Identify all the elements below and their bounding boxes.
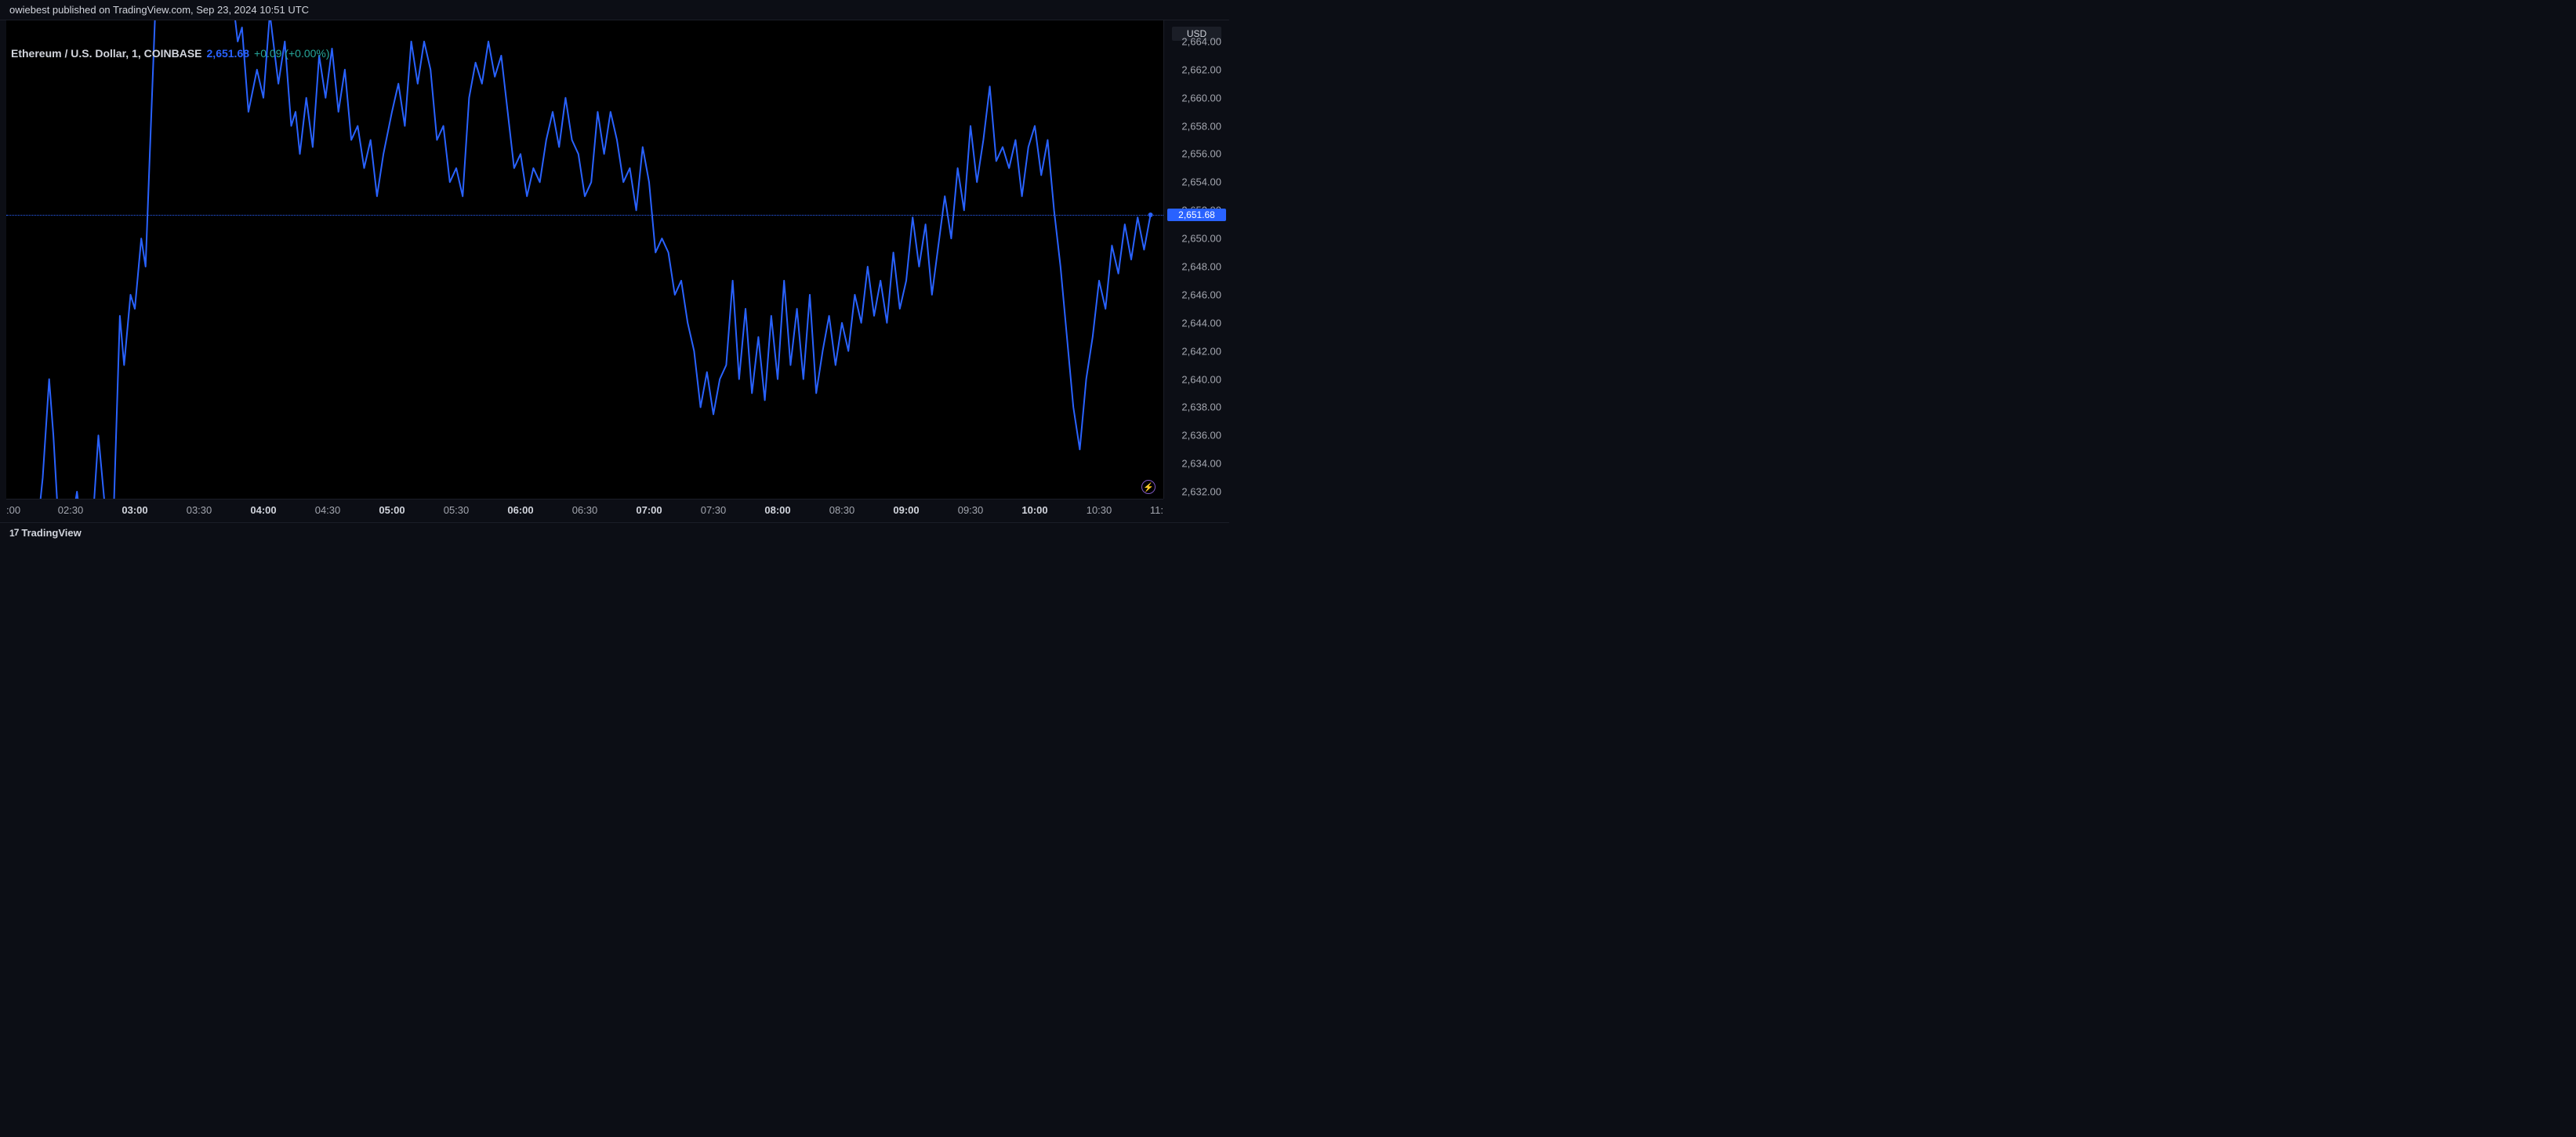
x-tick-label: 07:30 bbox=[701, 504, 727, 516]
x-tick-label: 08:00 bbox=[764, 504, 790, 516]
y-tick-label: 2,658.00 bbox=[1181, 120, 1221, 132]
x-tick-label: 08:30 bbox=[829, 504, 855, 516]
x-tick-label: 03:30 bbox=[187, 504, 212, 516]
x-tick-label: 04:00 bbox=[250, 504, 276, 516]
y-tick-label: 2,632.00 bbox=[1181, 486, 1221, 498]
chart-root: owiebest published on TradingView.com, S… bbox=[0, 0, 1229, 543]
y-tick-label: 2,634.00 bbox=[1181, 458, 1221, 470]
attribution-bar: owiebest published on TradingView.com, S… bbox=[0, 0, 1229, 20]
y-tick-label: 2,654.00 bbox=[1181, 176, 1221, 188]
tradingview-logo-icon: 17 bbox=[9, 528, 18, 539]
flash-icon[interactable]: ⚡ bbox=[1141, 480, 1156, 494]
legend-price: 2,651.68 bbox=[207, 47, 250, 60]
x-tick-label: 09:30 bbox=[958, 504, 984, 516]
x-tick-label: 06:30 bbox=[572, 504, 598, 516]
current-price-tag: 2,651.68 bbox=[1167, 209, 1226, 221]
y-tick-label: 2,646.00 bbox=[1181, 289, 1221, 300]
legend-symbol: Ethereum / U.S. Dollar, 1, COINBASE bbox=[11, 47, 202, 60]
attribution-text: owiebest published on TradingView.com, S… bbox=[9, 4, 309, 16]
x-tick-label: 10:00 bbox=[1021, 504, 1047, 516]
y-tick-label: 2,656.00 bbox=[1181, 148, 1221, 160]
x-tick-label: 09:00 bbox=[893, 504, 919, 516]
price-line bbox=[6, 20, 1151, 499]
x-tick-label: 03:00 bbox=[122, 504, 147, 516]
y-tick-label: 2,660.00 bbox=[1181, 92, 1221, 104]
x-tick-label: :00 bbox=[6, 504, 20, 516]
current-price-line bbox=[6, 215, 1163, 216]
x-tick-label: 10:30 bbox=[1087, 504, 1112, 516]
y-tick-label: 2,648.00 bbox=[1181, 260, 1221, 272]
x-tick-label: 04:30 bbox=[315, 504, 341, 516]
y-tick-label: 2,664.00 bbox=[1181, 35, 1221, 47]
x-tick-label: 07:00 bbox=[636, 504, 662, 516]
x-axis[interactable]: :00 02:30 03:00 03:30 04:00 04:30 05:00 05:30 06… bbox=[6, 499, 1163, 522]
y-tick-label: 2,650.00 bbox=[1181, 233, 1221, 245]
legend-change: +0.09 (+0.00%) bbox=[254, 47, 330, 60]
y-tick-label: 2,662.00 bbox=[1181, 64, 1221, 75]
x-tick-label: 05:00 bbox=[379, 504, 405, 516]
x-tick-label: 06:00 bbox=[507, 504, 533, 516]
footer-bar: 17 TradingView bbox=[0, 522, 1229, 543]
x-tick-label: 11: bbox=[1150, 504, 1163, 516]
chart-area: Ethereum / U.S. Dollar, 1, COINBASE 2,65… bbox=[0, 20, 1229, 522]
y-tick-label: 2,640.00 bbox=[1181, 373, 1221, 385]
footer-brand: TradingView bbox=[21, 527, 81, 539]
x-tick-label: 05:30 bbox=[444, 504, 470, 516]
x-tick-label: 02:30 bbox=[58, 504, 84, 516]
y-axis[interactable]: USD 2,664.002,662.002,660.002,658.002,65… bbox=[1163, 20, 1229, 499]
y-tick-label: 2,644.00 bbox=[1181, 317, 1221, 329]
y-tick-label: 2,642.00 bbox=[1181, 345, 1221, 357]
y-tick-label: 2,636.00 bbox=[1181, 430, 1221, 441]
price-plot[interactable]: ⚡ bbox=[6, 20, 1163, 499]
y-tick-label: 2,638.00 bbox=[1181, 401, 1221, 413]
chart-legend[interactable]: Ethereum / U.S. Dollar, 1, COINBASE 2,65… bbox=[11, 47, 330, 60]
